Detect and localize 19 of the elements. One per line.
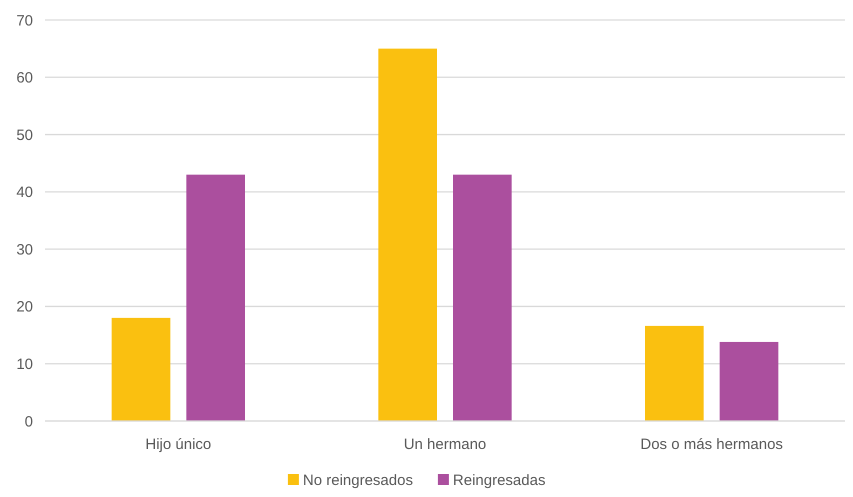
legend-label: Reingresadas [452, 472, 546, 489]
y-tick-label: 20 [16, 298, 33, 316]
bar [453, 174, 512, 421]
y-tick-label: 40 [16, 184, 33, 202]
bar [645, 326, 704, 421]
x-tick-label: Dos o más hermanos [640, 436, 783, 453]
bar [720, 342, 778, 421]
bar [112, 318, 170, 421]
y-tick-label: 50 [16, 126, 33, 144]
legend-label: No reingresados [302, 472, 413, 489]
y-tick-label: 70 [16, 12, 33, 30]
bar [378, 48, 437, 421]
y-tick-label: 10 [16, 356, 33, 373]
y-tick-label: 0 [24, 413, 33, 430]
x-tick-label: Hijo único [145, 436, 212, 453]
y-tick-label: 30 [16, 241, 33, 258]
x-tick-label: Un hermano [404, 436, 486, 453]
bar [186, 174, 245, 421]
y-tick-label: 60 [16, 70, 33, 87]
